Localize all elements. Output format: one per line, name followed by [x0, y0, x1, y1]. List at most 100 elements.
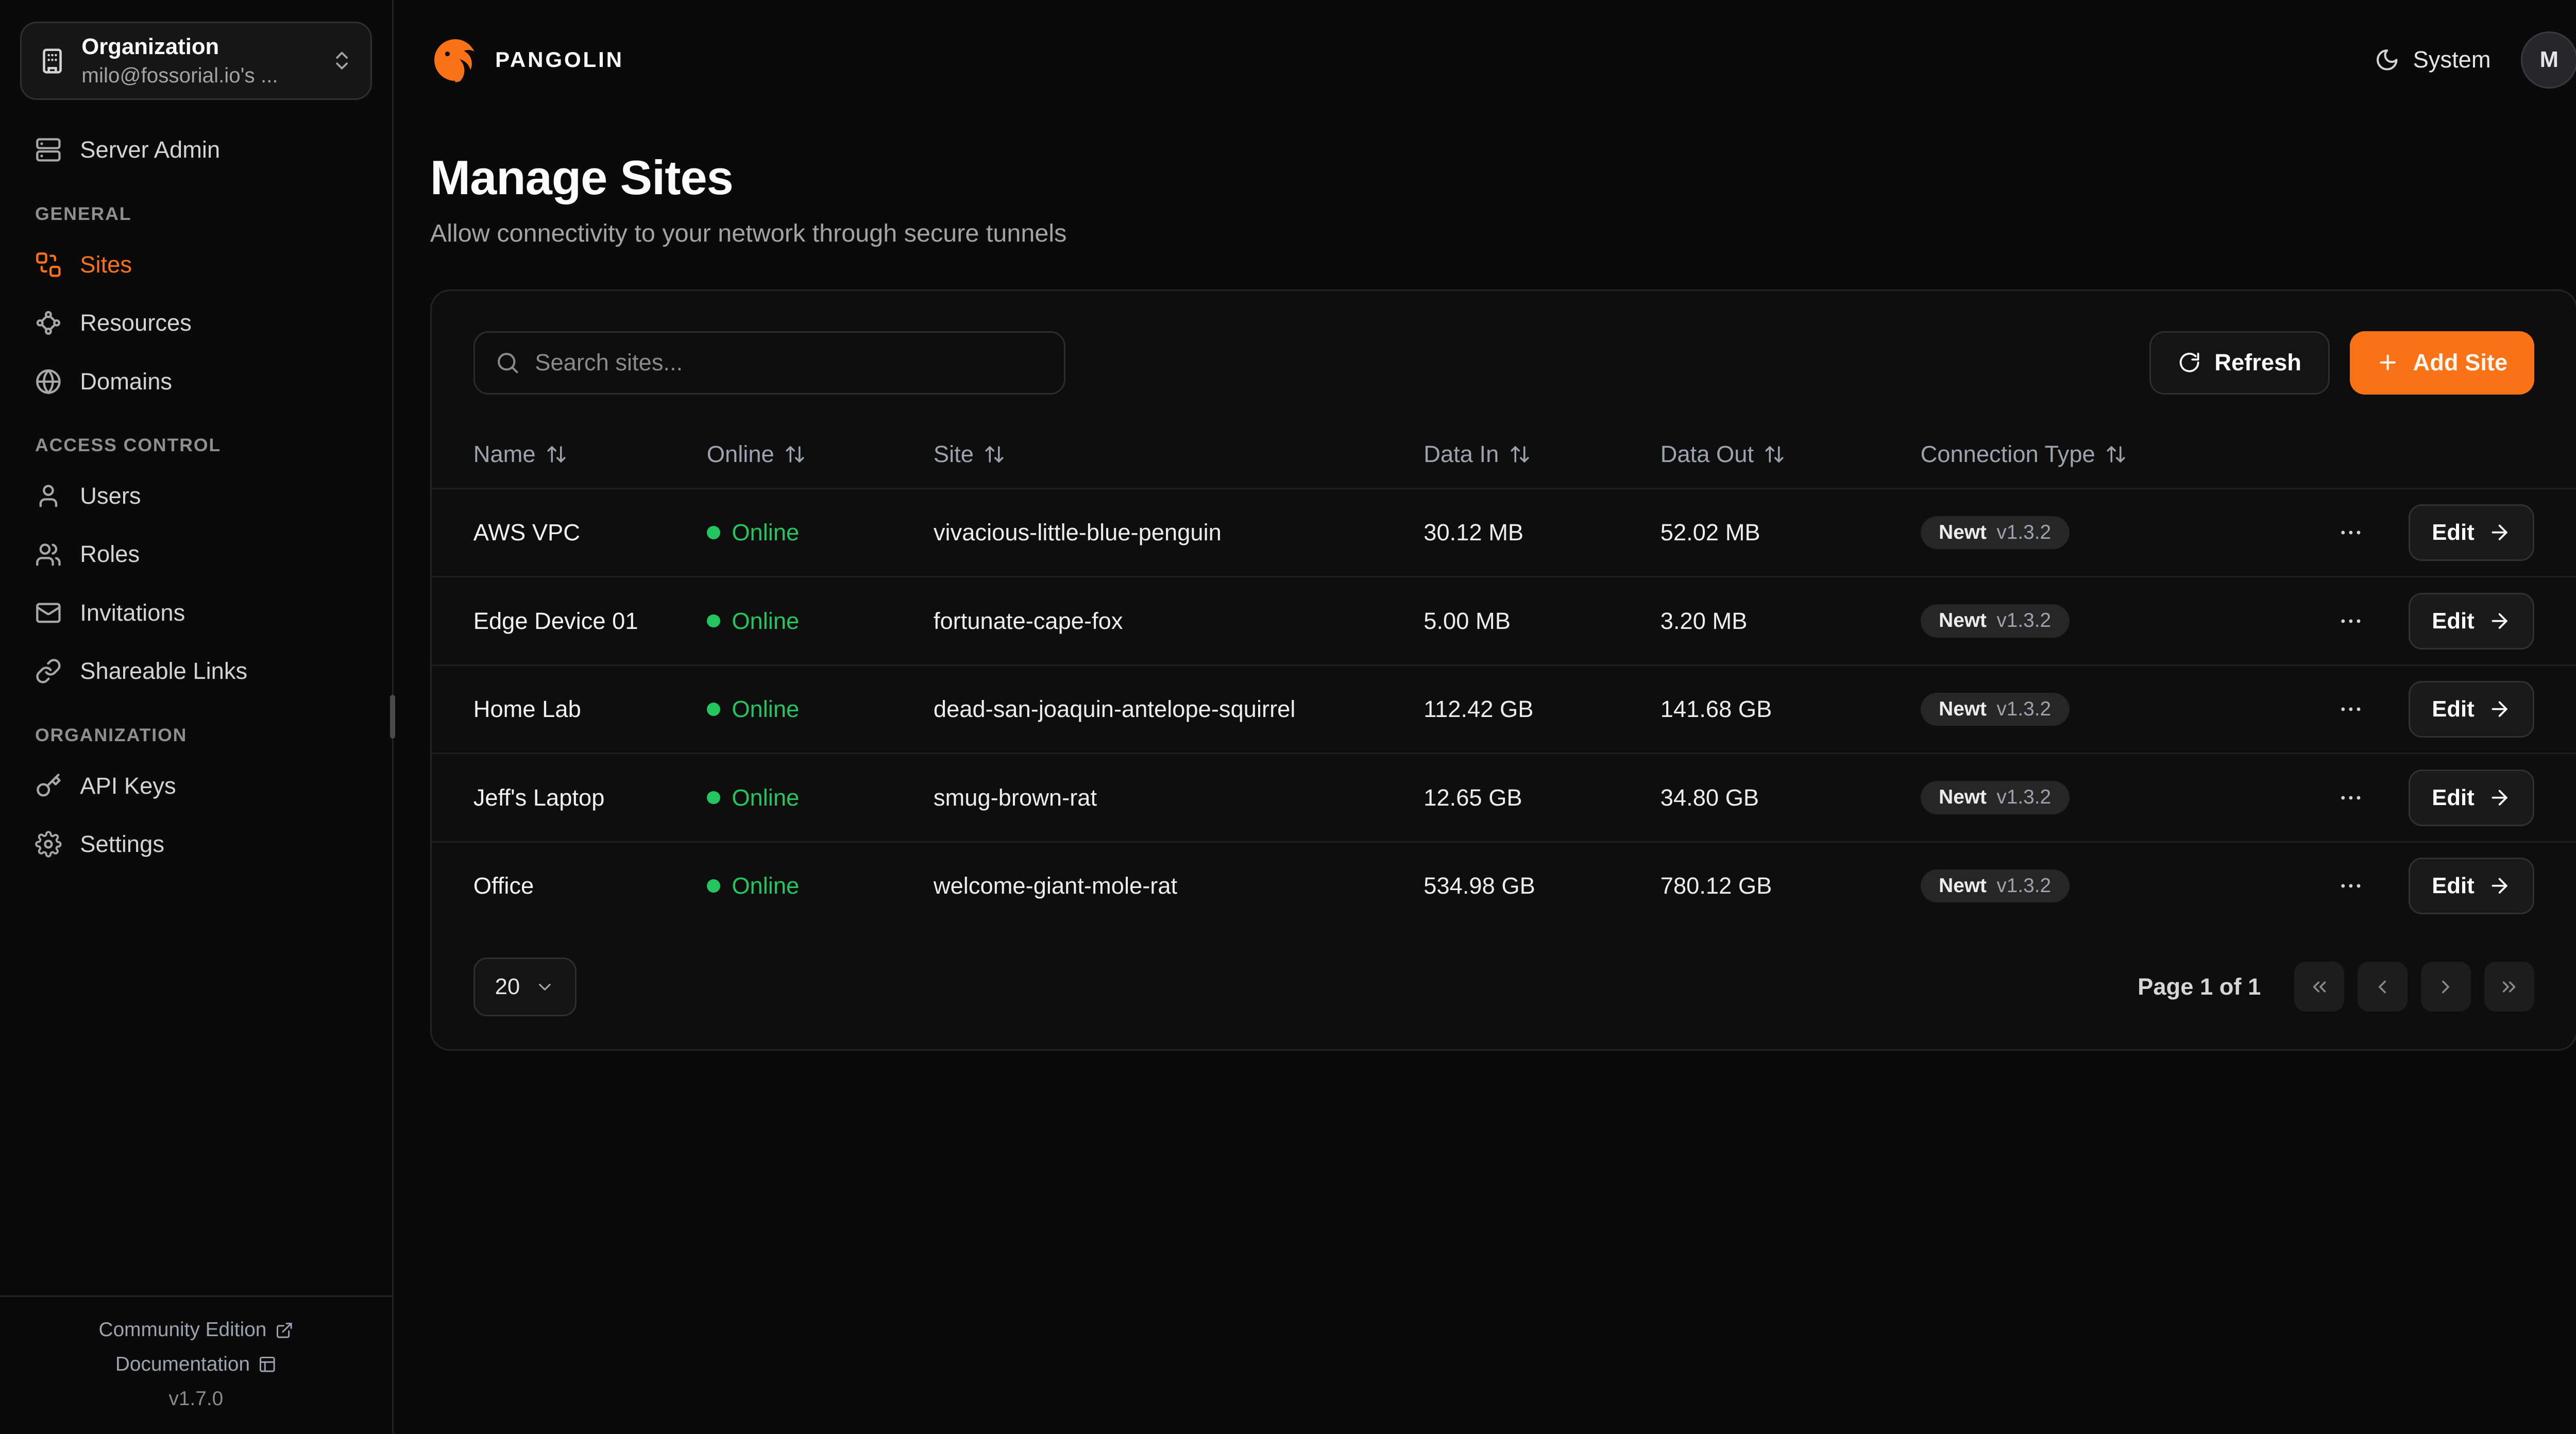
edit-label: Edit [2432, 784, 2475, 810]
row-actions-button[interactable] [2331, 866, 2371, 906]
avatar-initial: M [2539, 47, 2559, 73]
connection-name: Newt [1939, 786, 1987, 809]
add-site-label: Add Site [2413, 349, 2508, 376]
sidebar-item-server-admin[interactable]: Server Admin [20, 123, 372, 177]
documentation-link[interactable]: Documentation [20, 1353, 372, 1376]
table-header: Name Online Site Data In Data Out Connec… [432, 421, 2576, 487]
column-label: Online [706, 441, 774, 468]
connection-type-badge: Newt v1.3.2 [1920, 516, 2070, 550]
page-indicator: Page 1 of 1 [2138, 973, 2261, 1000]
sidebar-item-label: Domains [80, 368, 173, 395]
sidebar-item-invitations[interactable]: Invitations [20, 586, 372, 640]
page-title: Manage Sites [430, 150, 734, 205]
sites-card: Refresh Add Site Name Online Site Data I… [430, 289, 2576, 1051]
search-box[interactable] [473, 331, 1065, 395]
column-header-connection-type[interactable]: Connection Type [1921, 441, 2331, 468]
org-selector-text: Organization milo@fossorial.io's ... [81, 34, 315, 87]
sidebar-nav: Server Admin GENERAL Sites Resources Dom… [0, 110, 392, 1296]
connection-version: v1.3.2 [1996, 697, 2052, 720]
edit-button[interactable]: Edit [2409, 858, 2534, 915]
column-header-online[interactable]: Online [707, 441, 934, 468]
page-size-select[interactable]: 20 [473, 958, 577, 1016]
chevrons-up-down-icon [336, 52, 348, 70]
last-page-button[interactable] [2484, 962, 2534, 1012]
sidebar-item-label: Invitations [80, 599, 185, 626]
online-label: Online [732, 519, 800, 546]
ellipsis-icon [2341, 796, 2361, 799]
add-site-button[interactable]: Add Site [2349, 331, 2534, 395]
avatar[interactable]: M [2520, 31, 2576, 89]
data-in-value: 5.00 MB [1423, 607, 1511, 634]
edit-label: Edit [2432, 696, 2475, 722]
connection-version: v1.3.2 [1996, 874, 2052, 897]
sidebar-item-label: API Keys [80, 772, 176, 799]
table-row: Jeff's Laptop Online smug-brown-rat 12.6… [431, 753, 2576, 841]
sidebar-item-sites[interactable]: Sites [20, 238, 372, 292]
edit-label: Edit [2432, 608, 2475, 634]
table-row: Office Online welcome-giant-mole-rat 534… [431, 841, 2576, 930]
online-dot-icon [706, 879, 720, 893]
connection-version: v1.3.2 [1996, 786, 2052, 809]
site-slug: welcome-giant-mole-rat [933, 873, 1178, 899]
server-icon [36, 138, 61, 162]
app-version: v1.7.0 [168, 1387, 224, 1410]
ellipsis-icon [2341, 531, 2361, 535]
sites-icon [36, 252, 61, 277]
column-header-data-out[interactable]: Data Out [1660, 441, 1921, 468]
data-out-value: 3.20 MB [1660, 607, 1748, 634]
edit-label: Edit [2432, 873, 2475, 899]
sidebar-item-api-keys[interactable]: API Keys [20, 759, 372, 813]
user-icon [39, 485, 58, 507]
row-actions-button[interactable] [2331, 689, 2371, 729]
sidebar-footer: Community Edition Documentation v1.7.0 [0, 1295, 392, 1433]
sidebar-item-domains[interactable]: Domains [20, 355, 372, 408]
brand[interactable]: PANGOLIN [430, 35, 624, 85]
edit-button[interactable]: Edit [2409, 504, 2534, 561]
org-selector[interactable]: Organization milo@fossorial.io's ... [20, 22, 372, 100]
sort-icon [1765, 446, 1784, 463]
theme-toggle[interactable]: System [2375, 46, 2491, 73]
pagination-buttons [2294, 962, 2534, 1012]
sidebar-item-label: Users [80, 482, 141, 509]
arrow-right-icon [2492, 613, 2507, 629]
sidebar-item-roles[interactable]: Roles [20, 528, 372, 582]
row-actions-button[interactable] [2331, 601, 2371, 641]
section-heading-general: GENERAL [35, 203, 132, 224]
table-row: Edge Device 01 Online fortunate-cape-fox… [431, 576, 2576, 664]
edit-button[interactable]: Edit [2409, 681, 2534, 738]
sidebar-item-label: Shareable Links [80, 658, 248, 685]
row-actions-button[interactable] [2331, 513, 2371, 553]
first-page-button[interactable] [2294, 962, 2345, 1012]
chevrons-right-icon [2503, 981, 2516, 993]
page-subtitle: Allow connectivity to your network throu… [430, 219, 1067, 248]
arrow-right-icon [2492, 790, 2507, 806]
sidebar-item-shareable-links[interactable]: Shareable Links [20, 644, 372, 698]
refresh-icon [2179, 353, 2199, 372]
edit-button[interactable]: Edit [2409, 769, 2534, 826]
column-header-name[interactable]: Name [473, 441, 707, 468]
next-page-button[interactable] [2420, 962, 2471, 1012]
search-icon [497, 352, 518, 373]
section-heading-organization: ORGANIZATION [35, 724, 188, 745]
site-name: Office [473, 873, 534, 899]
column-header-site[interactable]: Site [934, 441, 1423, 468]
sidebar-resize-handle[interactable] [390, 695, 396, 739]
community-edition-link[interactable]: Community Edition [20, 1319, 372, 1341]
sidebar-item-settings[interactable]: Settings [20, 817, 372, 871]
column-header-data-in[interactable]: Data In [1423, 441, 1660, 468]
row-actions-button[interactable] [2331, 778, 2371, 818]
online-dot-icon [706, 526, 720, 539]
arrow-right-icon [2492, 878, 2507, 894]
prev-page-button[interactable] [2357, 962, 2408, 1012]
chevron-left-icon [2379, 980, 2386, 994]
page-size-value: 20 [495, 974, 520, 999]
sidebar-item-users[interactable]: Users [20, 469, 372, 523]
search-input[interactable] [535, 349, 1044, 377]
refresh-button[interactable]: Refresh [2149, 331, 2330, 395]
key-icon [37, 774, 61, 797]
sidebar-item-label: Resources [80, 310, 192, 336]
gear-icon [35, 831, 62, 858]
edit-button[interactable]: Edit [2409, 592, 2534, 650]
chevrons-left-icon [2313, 981, 2326, 993]
sidebar-item-resources[interactable]: Resources [20, 296, 372, 350]
